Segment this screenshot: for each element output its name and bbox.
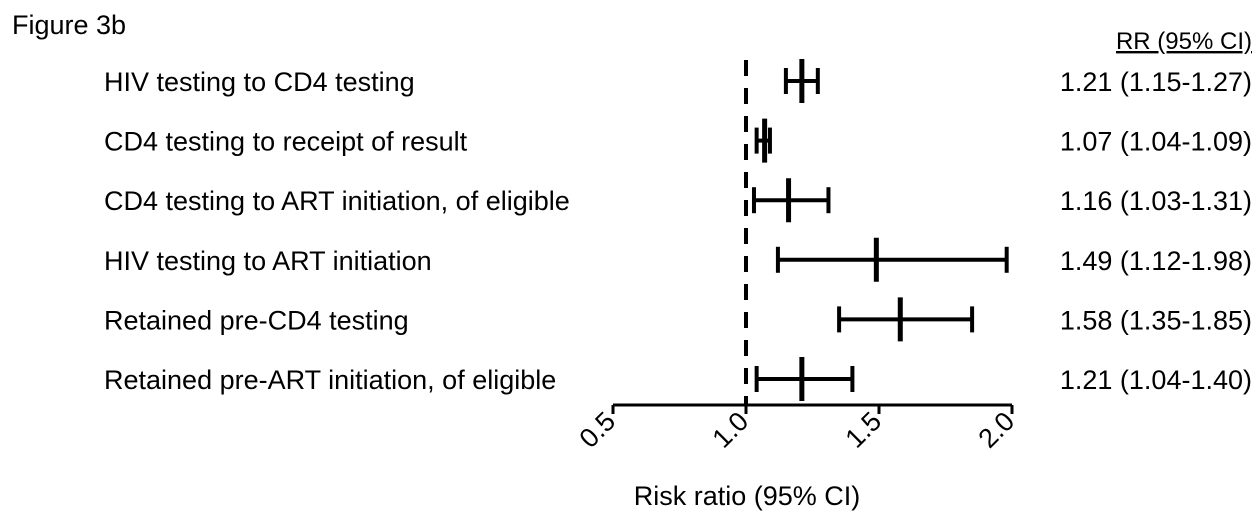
x-axis-label: Risk ratio (95% CI) [634, 481, 861, 511]
forest-row: Retained pre-ART initiation, of eligible… [104, 357, 1252, 401]
forest-rows: HIV testing to CD4 testing 1.21 (1.15-1.2… [104, 59, 1252, 405]
forest-row: HIV testing to CD4 testing 1.21 (1.15-1.2… [104, 59, 1252, 103]
row-rr-value: 1.07 (1.04-1.09) [1060, 127, 1252, 157]
row-label: Retained pre-ART initiation, of eligible [104, 365, 556, 395]
row-rr-value: 1.58 (1.35-1.85) [1060, 305, 1252, 335]
forest-row: Retained pre-CD4 testing 1.58 (1.35-1.85) [104, 297, 1252, 342]
row-label: HIV testing to ART initiation [104, 246, 432, 276]
rr-column-header: RR (95% CI) [1116, 28, 1252, 55]
x-axis: 0.5 1.0 1.5 2.0 [573, 403, 1020, 454]
row-label: CD4 testing to ART initiation, of eligib… [104, 186, 570, 216]
forest-row: CD4 testing to ART initiation, of eligib… [104, 178, 1252, 223]
row-rr-value: 1.49 (1.12-1.98) [1060, 246, 1252, 276]
row-rr-value: 1.16 (1.03-1.31) [1060, 186, 1252, 216]
forest-row: HIV testing to ART initiation 1.49 (1.12-… [104, 237, 1252, 282]
forest-row: CD4 testing to receipt of result 1.07 (1.… [104, 118, 1252, 163]
figure-label: Figure 3b [12, 10, 126, 40]
row-label: Retained pre-CD4 testing [104, 305, 409, 335]
row-rr-value: 1.21 (1.15-1.27) [1060, 67, 1252, 97]
row-label: CD4 testing to receipt of result [104, 127, 468, 157]
row-rr-value: 1.21 (1.04-1.40) [1060, 365, 1252, 395]
row-label: HIV testing to CD4 testing [104, 67, 415, 97]
